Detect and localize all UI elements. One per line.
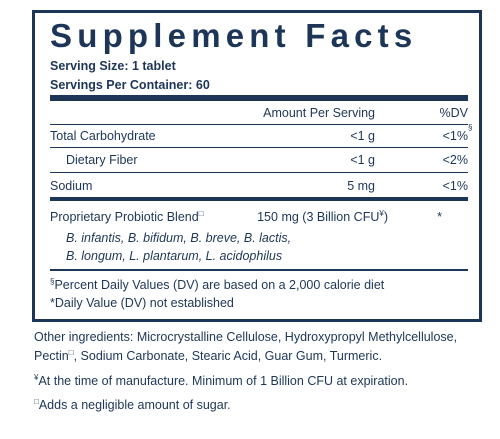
blend-name: Proprietary Probiotic Blend□ [50,209,204,225]
facts-box [32,10,482,322]
amount-text: 150 mg (3 Billion CFU [257,210,380,224]
rule [50,124,468,125]
blend-text: Proprietary Probiotic Blend [50,210,199,224]
nutrient-name: Dietary Fiber [66,153,138,167]
footnote-mark: ¥ [34,373,39,382]
nutrient-amount: <1 g [350,153,375,167]
nutrient-dv: <1% § [442,123,473,144]
ingredient-text: , Sodium Carbonate, Stearic Acid, Guar G… [73,349,383,363]
ingredients: Other ingredients: Microcrystalline Cell… [34,330,458,344]
title: Supplement Facts [50,17,418,54]
footnote-mark: § [50,277,55,286]
strain-list: B. longum, L. plantarum, L. acidophilus [66,249,283,263]
blend-dv: * [437,210,442,224]
ingredients: Pectin□, Sodium Carbonate, Stearic Acid,… [34,348,382,364]
thick-rule [50,95,468,101]
nutrient-dv: <1% [442,179,468,193]
column-header: Amount Per Serving [263,106,375,120]
footnote-mark: □ [34,397,39,406]
rule [50,147,468,148]
footnote-mark: ¥ [379,209,384,218]
note: □Adds a negligible amount of sugar. [34,397,231,413]
note-text: Adds a negligible amount of sugar. [38,398,231,412]
nutrient-name: Total Carbohydrate [50,129,156,143]
nutrient-amount: <1 g [350,129,375,143]
amount-text: ) [383,210,388,224]
rule [50,172,468,173]
rule [50,269,468,271]
note: ¥At the time of manufacture. Minimum of … [34,373,408,389]
nutrient-name: Sodium [50,179,93,193]
blend-amount: 150 mg (3 Billion CFU¥) [257,209,388,225]
note-text: At the time of manufacture. Minimum of 1… [38,374,409,388]
column-header: %DV [439,106,468,120]
footnote: *Daily Value (DV) not established [50,296,234,310]
strain-list: B. infantis, B. bifidum, B. breve, B. la… [66,231,292,245]
footnote-mark: □ [198,209,204,218]
footnote-mark: □ [68,348,74,357]
serving-size: Serving Size: 1 tablet [50,59,176,73]
ingredient-text: Pectin [34,349,69,363]
nutrient-amount: 5 mg [347,179,375,193]
thick-rule [50,197,468,201]
servings-per-container: Servings Per Container: 60 [50,78,210,92]
footnote: §Percent Daily Values (DV) are based on … [50,277,384,293]
footnote-text: Percent Daily Values (DV) are based on a… [54,278,385,292]
nutrient-dv: <2% [442,153,468,167]
dv-text: <1% [442,129,468,143]
